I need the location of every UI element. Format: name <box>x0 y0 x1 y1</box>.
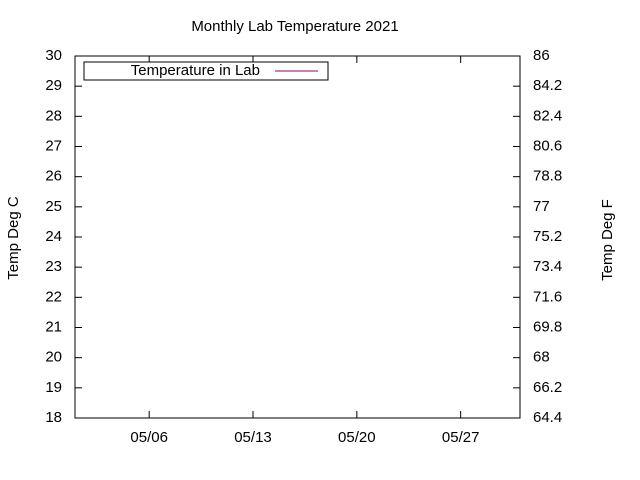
x-tick-label: 05/20 <box>338 429 376 446</box>
y-tick-label: 18 <box>45 409 62 426</box>
legend-box <box>83 61 329 81</box>
legend-label: Temperature in Lab <box>131 62 260 79</box>
y2-tick-label: 75.2 <box>533 228 562 245</box>
y2-tick-label: 64.4 <box>533 409 562 426</box>
y-tick-label: 29 <box>45 77 62 94</box>
y-tick-label: 22 <box>45 288 62 305</box>
y2-tick-label: 69.8 <box>533 318 562 335</box>
y-tick-label: 30 <box>45 47 62 64</box>
y2-tick-label: 77 <box>533 198 550 215</box>
x-tick-label: 05/06 <box>130 429 168 446</box>
y-tick-label: 27 <box>45 137 62 154</box>
y-tick-label: 26 <box>45 168 62 185</box>
y2-axis-label: Temp Deg F <box>599 199 616 281</box>
y2-tick-label: 66.2 <box>533 379 562 396</box>
y-tick-label: 24 <box>45 228 62 245</box>
y-tick-label: 28 <box>45 107 62 124</box>
y2-tick-label: 78.8 <box>533 168 562 185</box>
y-tick-label: 23 <box>45 258 62 275</box>
chart-title: Monthly Lab Temperature 2021 <box>191 18 398 35</box>
y2-tick-label: 84.2 <box>533 77 562 94</box>
y-tick-label: 21 <box>45 318 62 335</box>
y2-tick-label: 68 <box>533 349 550 366</box>
x-tick-label: 05/27 <box>442 429 480 446</box>
y-tick-label: 25 <box>45 198 62 215</box>
y2-tick-label: 82.4 <box>533 107 562 124</box>
y-axis-label: Temp Deg C <box>5 196 22 280</box>
y2-tick-label: 86 <box>533 47 550 64</box>
y2-tick-label: 71.6 <box>533 288 562 305</box>
y2-tick-label: 80.6 <box>533 137 562 154</box>
y2-tick-label: 73.4 <box>533 258 562 275</box>
y-tick-label: 19 <box>45 379 62 396</box>
y-tick-label: 20 <box>45 349 62 366</box>
x-tick-label: 05/13 <box>234 429 272 446</box>
